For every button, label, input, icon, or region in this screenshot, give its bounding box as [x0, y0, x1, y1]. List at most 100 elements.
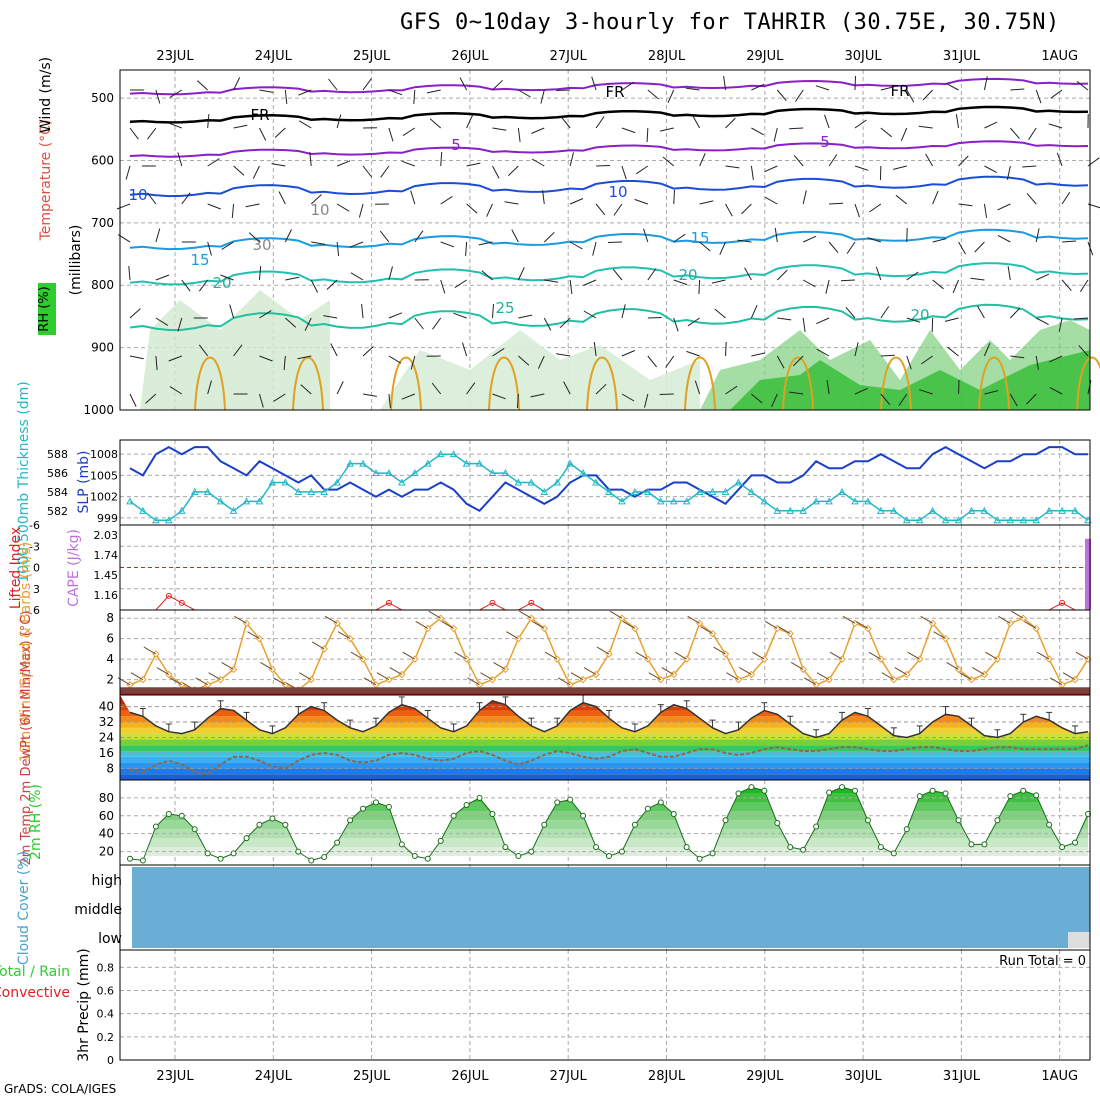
upper-wind-barb [429, 118, 442, 129]
upper-wind-barb [816, 317, 830, 325]
upper-wind-barb [665, 355, 675, 368]
upper-wind-barb [802, 279, 816, 288]
upper-wind-barb [925, 153, 934, 167]
thickness-point [760, 497, 769, 505]
thickness-point [1032, 516, 1041, 524]
rh-shading-low [140, 290, 330, 410]
upper-wind-barb [1061, 192, 1071, 205]
rh-point [204, 850, 211, 857]
rh-point [631, 821, 638, 828]
wind-tick: 2 [106, 673, 114, 687]
upper-wind-barb [507, 165, 519, 177]
precip-axis-label: 3hr Precip (mm) [76, 948, 92, 1061]
wind-barb [635, 651, 649, 660]
wind-barb [972, 667, 985, 675]
upper-wind-barb [169, 386, 183, 395]
upper-wind-barb [481, 270, 493, 281]
upper-wind-barb [198, 279, 209, 292]
thickness-tick: 588 [47, 448, 68, 461]
upper-wind-barb [309, 152, 312, 167]
upper-wind-barb [220, 274, 234, 281]
upper-wind-barb [725, 341, 727, 357]
upper-wind-barb [846, 241, 856, 254]
temp-color-band [120, 774, 1090, 780]
wind-barb [519, 610, 532, 619]
wind10m-axis-label: 10m Wind Speed & Barbs (m/s) [18, 542, 34, 762]
wind-barb [428, 610, 441, 619]
thickness-point [631, 487, 639, 495]
upper-wind-barb [207, 114, 210, 129]
upper-wind-barb [516, 393, 519, 409]
rh-point [541, 821, 548, 828]
upper-wind-barb [229, 304, 235, 319]
upper-wind-barb [129, 127, 139, 140]
wind-barb [777, 626, 791, 634]
upper-wind-barb [518, 314, 533, 319]
wind-barb [933, 631, 946, 640]
wind-barb [752, 651, 765, 660]
upper-wind-barb [258, 393, 264, 408]
rh-axis-label: RH (%) [37, 286, 52, 331]
upper-wind-barb [426, 89, 441, 94]
wind-barb [544, 651, 558, 660]
upper-wind-barb [647, 268, 657, 281]
upper-wind-barb [776, 355, 785, 369]
upper-wind-barb [1050, 89, 1063, 99]
cape-tick: 1.45 [94, 569, 119, 582]
thickness-point [889, 506, 898, 514]
date-label-top: 1AUG [1041, 49, 1078, 64]
cloud-level-label: high [91, 873, 122, 889]
upper-wind-barb [402, 127, 416, 137]
upper-wind-barb [466, 203, 478, 214]
upper-wind-barb [380, 165, 390, 178]
temp-color-band [120, 768, 1090, 775]
wind-barb [506, 631, 519, 640]
freezing-level-contour [129, 105, 1089, 124]
thickness-point [851, 497, 859, 505]
upper-wind-barb [410, 190, 416, 205]
upper-wind-barb [336, 241, 340, 256]
upper-wind-barb [958, 155, 969, 167]
upper-wind-barb [258, 266, 262, 281]
rh-point [722, 817, 729, 824]
upper-wind-barb [1009, 127, 1020, 139]
upper-wind-barb [233, 124, 248, 129]
cloud-cover-low-gap [1068, 932, 1090, 948]
date-label-bottom: 31JUL [943, 1069, 981, 1084]
upper-wind-barb [854, 203, 860, 218]
thickness-point [618, 497, 626, 505]
upper-wind-barb [414, 230, 424, 243]
thickness-point [346, 459, 354, 467]
wind-tick: 8 [106, 611, 114, 625]
upper-wind-barb [454, 279, 467, 289]
thickness-point [190, 487, 199, 495]
upper-wind-barb [685, 87, 700, 91]
contour-label: 20 [678, 266, 697, 284]
thickness-point [592, 478, 600, 486]
wind-barb [1011, 610, 1024, 619]
upper-wind-barb [1056, 152, 1063, 167]
rh-point [593, 844, 600, 851]
upper-wind-barb [1036, 273, 1050, 281]
temp-color-band [120, 733, 1090, 740]
upper-wind-barb [492, 165, 500, 179]
upper-wind-barb [776, 89, 787, 102]
upper-wind-barb [644, 393, 649, 408]
wind-barb [816, 672, 830, 681]
wind-barb [920, 615, 933, 624]
upper-wind-barb [794, 89, 804, 102]
rh-point [903, 826, 910, 833]
upper-wind-barb [440, 195, 453, 205]
upper-wind-barb [388, 127, 394, 142]
upper-wind-barb [336, 381, 344, 395]
thickness-point [682, 497, 691, 505]
temp-color-band [120, 751, 1090, 757]
temp-tick: 8 [106, 761, 114, 775]
upper-wind-barb [932, 190, 939, 205]
temp-color-band [120, 756, 1090, 763]
upper-wind-barb [906, 317, 921, 323]
upper-wind-barb [802, 317, 806, 332]
wind-barb [739, 667, 752, 675]
upper-wind-barb [997, 203, 1011, 211]
rh-point [269, 815, 276, 822]
